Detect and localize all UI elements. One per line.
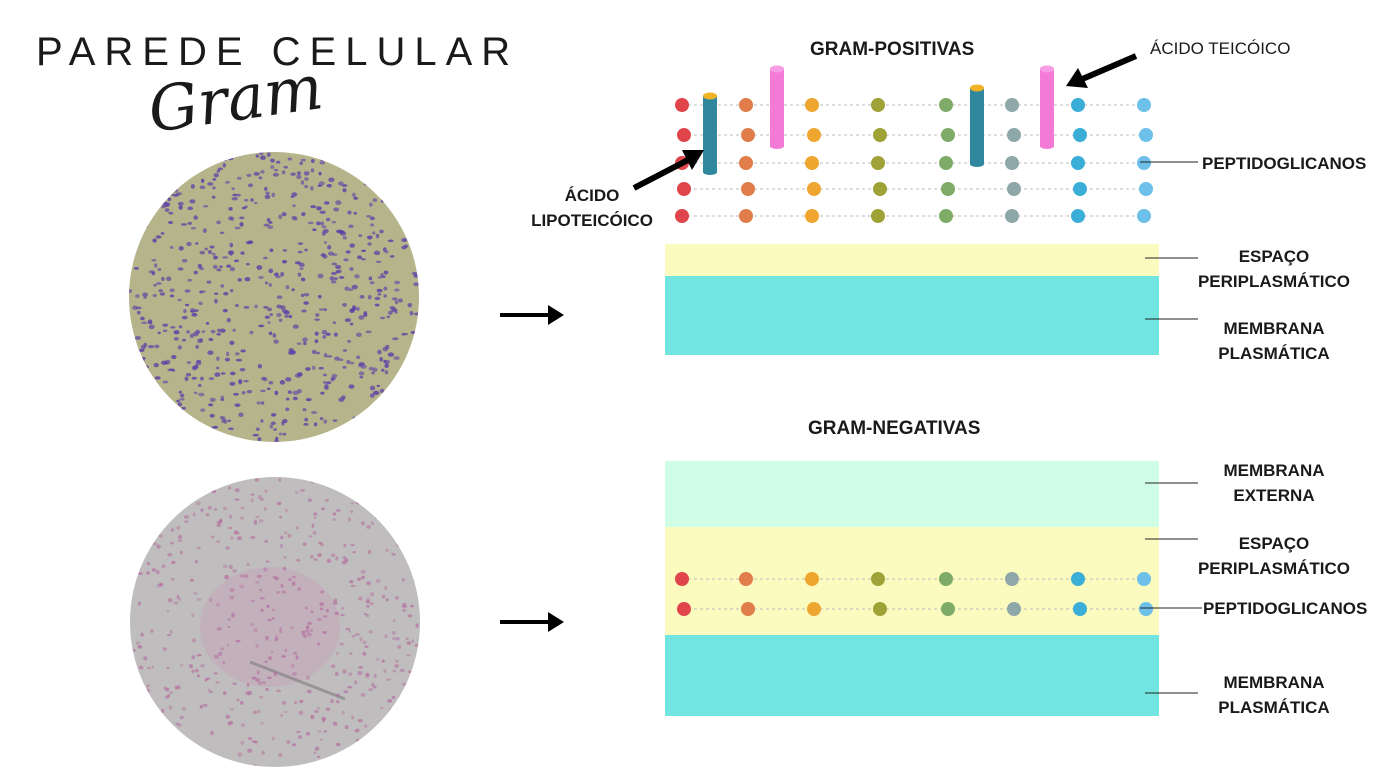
peptidoglycan-unit: [1139, 182, 1153, 196]
peptidoglycan-unit: [675, 98, 689, 112]
lipoteichoic-acid-rod: [970, 84, 984, 167]
negative-plasma-membrane: [665, 635, 1159, 716]
peptidoglycan-unit: [677, 182, 691, 196]
peptidoglycan-unit: [1071, 209, 1085, 223]
positive-periplasm-label: ESPAÇO PERIPLASMÁTICO: [1197, 247, 1351, 291]
peptidoglycan-unit: [939, 156, 953, 170]
peptidoglycan-unit: [1071, 572, 1085, 586]
peptidoglycan-unit: [739, 209, 753, 223]
peptidoglycan-unit: [1071, 98, 1085, 112]
negative-outer-membrane: [665, 461, 1159, 527]
peptidoglycan-unit: [939, 572, 953, 586]
positive-plasma-membrane: [665, 276, 1159, 355]
peptidoglycan-unit: [873, 602, 887, 616]
gram-positive-micrograph: [129, 152, 419, 442]
negative-peptidoglycan-layer: [675, 572, 1153, 616]
negative-leader-lines: [1140, 482, 1202, 694]
teichoic-acid-label: ÁCIDO TEICÓICO: [1150, 39, 1291, 58]
peptidoglycan-unit: [675, 572, 689, 586]
peptidoglycan-unit: [871, 209, 885, 223]
peptidoglycan-unit: [739, 98, 753, 112]
pointer-arrow-icon: [1066, 53, 1138, 88]
gram-positive-title: GRAM-POSITIVAS: [810, 39, 975, 60]
peptidoglycan-unit: [1139, 602, 1153, 616]
peptidoglycan-unit: [677, 602, 691, 616]
page-title: PAREDE CELULAR: [36, 30, 520, 74]
peptidoglycan-unit: [1005, 209, 1019, 223]
peptidoglycan-unit: [939, 209, 953, 223]
peptidoglycan-unit: [1073, 602, 1087, 616]
peptidoglycan-unit: [871, 156, 885, 170]
peptidoglycan-unit: [873, 182, 887, 196]
gram-negative-title: GRAM-NEGATIVAS: [808, 418, 981, 439]
peptidoglycan-unit: [941, 128, 955, 142]
positive-membrane-label: MEMBRANA PLASMÁTICA: [1218, 319, 1330, 363]
peptidoglycan-unit: [1007, 602, 1021, 616]
peptidoglycan-unit: [807, 602, 821, 616]
teichoic-acid-rod: [770, 65, 784, 149]
gram-negative-micrograph: [130, 477, 420, 767]
positive-periplasmic-space: [665, 244, 1159, 276]
peptidoglycan-unit: [807, 128, 821, 142]
outer-membrane-label: MEMBRANA EXTERNA: [1223, 461, 1325, 505]
peptidoglycan-unit: [1005, 156, 1019, 170]
peptidoglycan-unit: [1005, 98, 1019, 112]
peptidoglycan-unit: [1139, 128, 1153, 142]
peptidoglycan-unit: [741, 602, 755, 616]
peptidoglycan-unit: [873, 128, 887, 142]
pointer-arrow-icon: [632, 150, 704, 191]
peptidoglycan-unit: [675, 209, 689, 223]
peptidoglycan-unit: [871, 572, 885, 586]
peptidoglycan-unit: [805, 209, 819, 223]
peptidoglycan-unit: [1073, 182, 1087, 196]
peptidoglycan-unit: [941, 602, 955, 616]
teichoic-acid-rod: [1040, 65, 1054, 149]
peptidoglycan-unit: [939, 98, 953, 112]
peptidoglycan-unit: [1007, 182, 1021, 196]
peptidoglycan-unit: [1137, 209, 1151, 223]
peptidoglycan-unit: [1007, 128, 1021, 142]
negative-periplasm-label: ESPAÇO PERIPLASMÁTICO: [1197, 534, 1351, 578]
peptidoglycan-unit: [941, 182, 955, 196]
peptidoglycan-unit: [805, 572, 819, 586]
peptidoglycan-unit: [1073, 128, 1087, 142]
peptidoglycan-unit: [1137, 98, 1151, 112]
peptidoglycan-unit: [739, 572, 753, 586]
peptidoglycan-unit: [741, 128, 755, 142]
peptidoglycan-unit: [1005, 572, 1019, 586]
peptidoglycan-unit: [741, 182, 755, 196]
positive-peptidoglycan-layer: [675, 65, 1153, 223]
peptidoglycan-unit: [1137, 572, 1151, 586]
positive-leader-lines: [1140, 161, 1198, 320]
peptidoglycan-unit: [807, 182, 821, 196]
peptidoglycan-unit: [739, 156, 753, 170]
negative-peptidoglycan-label: PEPTIDOGLICANOS: [1203, 599, 1368, 618]
peptidoglycan-unit: [805, 156, 819, 170]
lipoteichoic-acid-rod: [703, 92, 717, 175]
peptidoglycan-unit: [1071, 156, 1085, 170]
lipoteichoic-acid-label: ÁCIDO LIPOTEICÓICO: [531, 186, 653, 230]
peptidoglycan-unit: [1137, 156, 1151, 170]
peptidoglycan-unit: [805, 98, 819, 112]
peptidoglycan-unit: [871, 98, 885, 112]
arrow-right-icon: [500, 612, 564, 632]
negative-membrane-label: MEMBRANA PLASMÁTICA: [1218, 673, 1330, 717]
positive-peptidoglycan-label: PEPTIDOGLICANOS: [1202, 154, 1367, 173]
arrow-right-icon: [500, 305, 564, 325]
peptidoglycan-unit: [677, 128, 691, 142]
